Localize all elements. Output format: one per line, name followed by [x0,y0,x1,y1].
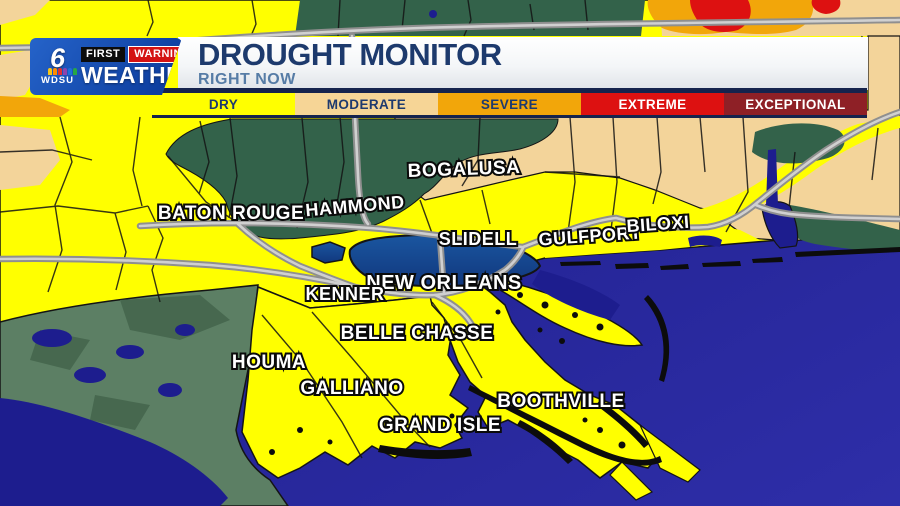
lakes-and-bays [0,10,799,506]
map-label-grand-isle: GRAND ISLE [379,415,501,436]
islands-and-channels [269,247,900,466]
map-label-houma: HOUMA [232,352,306,373]
map-label-slidell: SLIDELL [439,229,518,249]
legend-item-severe: SEVERE [438,93,581,115]
legend-item-extreme: EXTREME [581,93,724,115]
map-label-new-orleans: NEW ORLEANS [366,272,522,294]
map-label-biloxi: BILOXI [626,212,690,236]
map-label-galliano: GALLIANO [300,378,403,399]
map-label-boothville: BOOTHVILLE [497,391,624,412]
city-labels: BOGALUSA BATON ROUGE HAMMOND SLIDELL GUL… [156,155,692,438]
map-label-baton-rouge: BATON ROUGE [158,203,304,224]
first-badge: FIRST [81,47,125,62]
station-callsign: WDSU [40,74,75,86]
header-bar: DROUGHT MONITOR RIGHT NOW [178,37,868,90]
legend-item-dry: DRY [152,93,295,115]
wdsu-6-mark: 6 WDSU [38,47,77,86]
lake-borgne [532,270,620,320]
map-label-belle-chasse: BELLE CHASSE [341,323,494,344]
channel-6-glyph: 6 [49,43,66,74]
map-label-bogalusa: BOGALUSA [407,157,520,182]
map-label-kenner: KENNER [305,284,384,304]
page-title: DROUGHT MONITOR [198,36,502,72]
drought-legend: DRY MODERATE SEVERE EXTREME EXCEPTIONAL [152,88,867,118]
legend-item-moderate: MODERATE [295,93,438,115]
legend-item-exceptional: EXCEPTIONAL [724,93,867,115]
page-subtitle: RIGHT NOW [198,70,296,88]
lake-maurepas [311,241,346,264]
highways [0,16,900,338]
peacock-icon [48,68,77,75]
station-logo: 6 WDSU FIRST WARNING » WEATHER [30,38,182,95]
